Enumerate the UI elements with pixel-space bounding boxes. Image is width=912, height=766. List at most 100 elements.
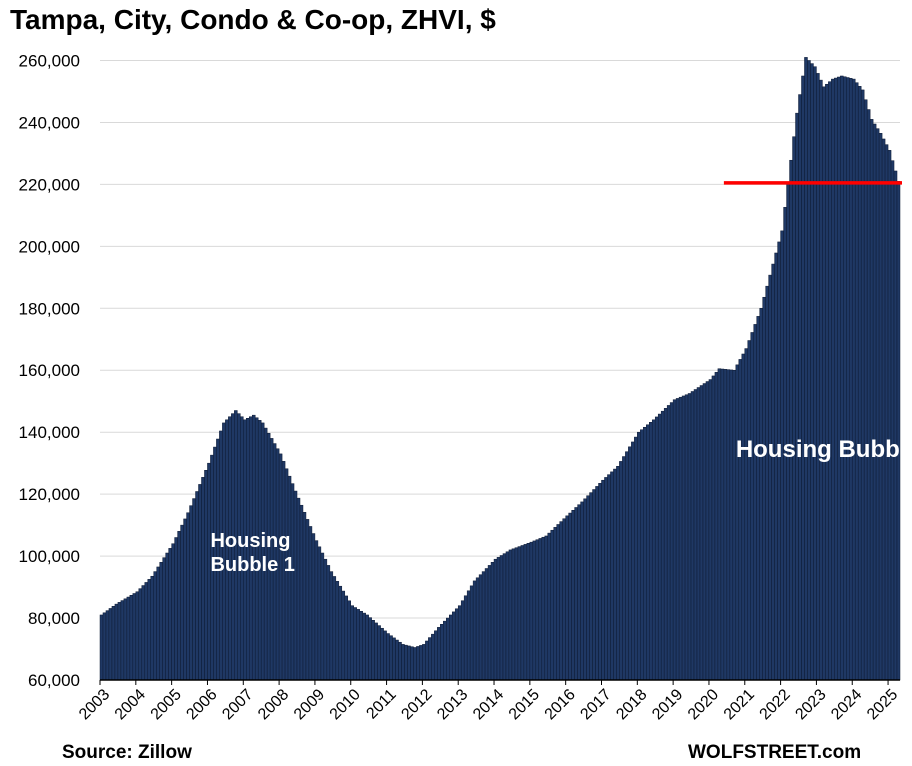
bar [141, 585, 146, 681]
bar [553, 527, 557, 681]
bar [111, 606, 116, 681]
bar [556, 524, 560, 681]
bar [640, 429, 644, 681]
x-tick-label: 2009 [291, 686, 328, 723]
bar [622, 456, 626, 681]
bar [759, 308, 763, 681]
bar [520, 545, 525, 681]
bar [849, 78, 853, 681]
bar [159, 562, 163, 681]
bar [419, 645, 423, 681]
bar [893, 170, 898, 681]
bar [538, 538, 543, 681]
bar [413, 647, 417, 681]
bar [499, 555, 504, 681]
bar [744, 348, 749, 681]
x-tick-label: 2018 [613, 686, 650, 723]
bar [729, 369, 734, 681]
bar [120, 600, 125, 681]
y-axis-ticks: 60,000 80,000 100,000 120,000 140,000 160,000… [19, 51, 80, 690]
bar [150, 575, 154, 681]
bar-series [99, 57, 901, 681]
bar [383, 630, 387, 681]
annotation-label: Bubble 1 [210, 554, 294, 576]
bar [407, 645, 411, 681]
bar [741, 353, 746, 681]
y-tick-label: 140,000 [19, 423, 80, 442]
bar [359, 610, 363, 681]
bar [487, 565, 492, 681]
bar [428, 637, 432, 681]
bar [454, 608, 459, 681]
bar [660, 410, 665, 681]
chart-title: Tampa, City, Condo & Co-op, ZHVI, $ [10, 4, 496, 35]
bar [854, 82, 859, 681]
y-tick-label: 180,000 [19, 299, 80, 318]
annotation-label: Housing [210, 530, 290, 552]
bar [771, 263, 775, 681]
bar [678, 396, 683, 681]
x-tick-label: 2025 [864, 686, 901, 723]
bar [126, 596, 131, 681]
bar [138, 588, 143, 681]
y-tick-label: 100,000 [19, 547, 80, 566]
bar [801, 75, 805, 681]
bar [747, 340, 751, 681]
bar [398, 641, 402, 681]
bar [738, 359, 743, 681]
bar [475, 577, 480, 681]
bar [708, 379, 713, 681]
bar [881, 138, 886, 681]
bar [302, 512, 307, 681]
bar [171, 543, 175, 681]
bar [484, 568, 489, 681]
bar [822, 86, 826, 681]
bar [896, 181, 901, 681]
bar [314, 540, 319, 681]
y-tick-label: 160,000 [19, 361, 80, 380]
bar [529, 541, 534, 681]
bar [610, 471, 614, 681]
bar [860, 89, 865, 681]
bar [613, 468, 617, 681]
bar [535, 539, 540, 681]
x-axis [99, 679, 900, 685]
bar [875, 128, 880, 681]
bar [541, 536, 546, 681]
bar [672, 399, 677, 681]
bar [813, 66, 817, 681]
bar [696, 387, 701, 681]
x-tick-label: 2020 [685, 686, 722, 723]
bar [132, 593, 137, 681]
bar [463, 595, 468, 681]
bar [374, 622, 378, 681]
x-tick-label: 2014 [470, 686, 507, 723]
bar [481, 571, 486, 681]
bar [341, 590, 346, 681]
bar [174, 537, 178, 681]
x-tick-label: 2023 [792, 686, 829, 723]
bar [410, 646, 414, 681]
bar [299, 504, 304, 681]
bar [168, 548, 172, 681]
bar [795, 112, 799, 681]
bar [690, 391, 695, 681]
bar [329, 571, 334, 681]
bar [457, 605, 462, 681]
bar [335, 581, 340, 681]
bar [434, 630, 438, 681]
bar [186, 512, 190, 681]
bar [863, 99, 868, 681]
bar [705, 381, 710, 681]
x-tick-label: 2004 [112, 686, 149, 723]
bar [353, 607, 357, 681]
bar [571, 510, 575, 681]
bar [765, 285, 769, 681]
bar [714, 372, 719, 681]
bar [890, 160, 895, 681]
bar [371, 620, 375, 681]
bar [502, 553, 507, 681]
bar [416, 646, 420, 681]
bar [711, 375, 716, 681]
